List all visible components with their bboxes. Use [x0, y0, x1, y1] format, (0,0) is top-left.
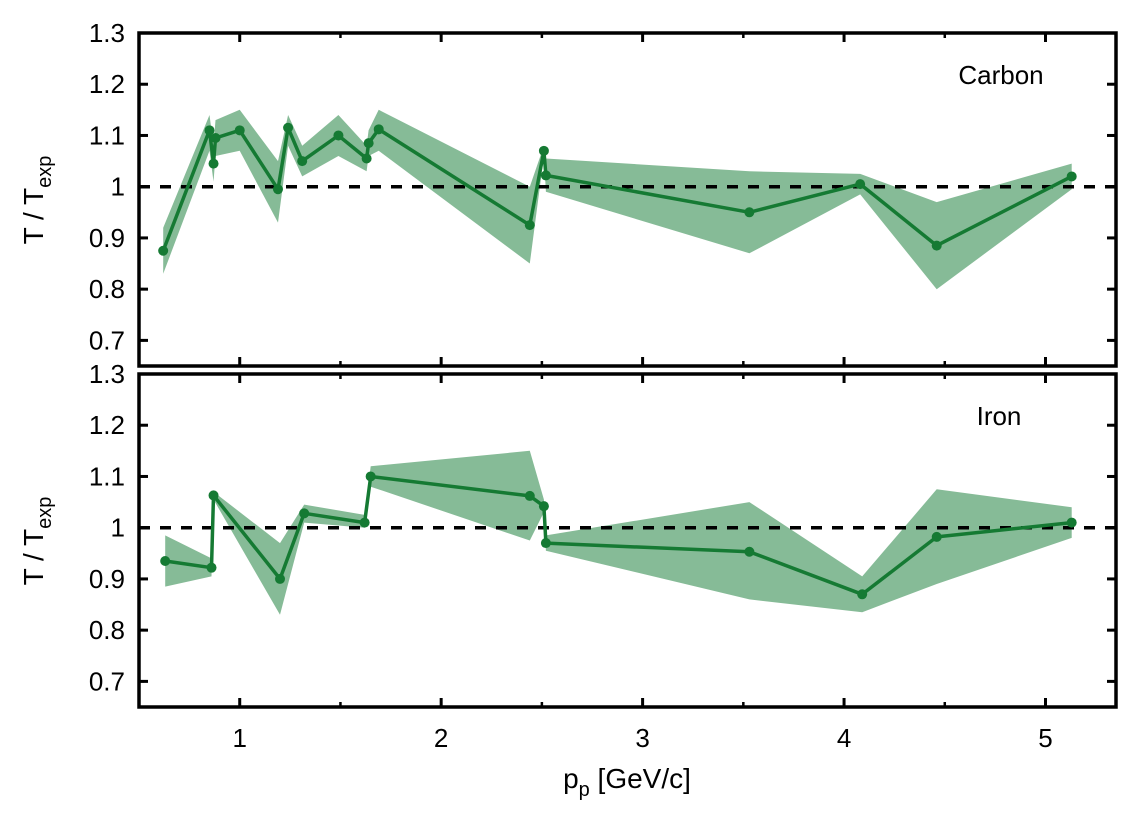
data-point: [204, 125, 215, 136]
data-point: [297, 156, 308, 167]
data-point: [1066, 517, 1077, 528]
data-point: [208, 490, 219, 501]
data-point: [855, 179, 866, 190]
panel-label: Carbon: [958, 60, 1043, 90]
data-point: [931, 240, 942, 251]
plot-frame: [137, 31, 1118, 368]
data-point: [210, 133, 221, 144]
data-point: [363, 138, 374, 149]
data-point: [744, 546, 755, 557]
y-tick-label: 1.1: [89, 120, 125, 150]
data-point: [540, 170, 551, 181]
data-point: [275, 573, 286, 584]
y-tick-label: 0.9: [89, 564, 125, 594]
x-tick-label: 4: [837, 723, 851, 753]
y-tick-label: 1.2: [89, 410, 125, 440]
y-tick-label: 1.3: [89, 18, 125, 48]
y-tick-label: 0.7: [89, 666, 125, 696]
y-tick-label: 0.8: [89, 274, 125, 304]
data-point: [333, 130, 344, 141]
data-point: [283, 122, 294, 133]
data-point: [538, 145, 549, 156]
y-tick-label: 1.3: [89, 359, 125, 389]
data-point: [524, 490, 535, 501]
y-tick-label: 1: [111, 172, 125, 202]
data-point: [359, 517, 370, 528]
y-tick-label: 0.8: [89, 615, 125, 645]
data-point: [272, 184, 283, 195]
data-point: [160, 555, 171, 566]
iron-panel: 0.7 0.8 0.9 1 1.1 1.2 1.3 1 2 3 4 5 Iron: [89, 359, 1118, 753]
data-point: [158, 245, 169, 256]
series-line: [164, 474, 1072, 597]
y-tick-label: 0.9: [89, 223, 125, 253]
data-point: [373, 124, 384, 135]
x-tick-label: 2: [434, 723, 448, 753]
data-point: [538, 501, 549, 512]
x-tick-label: 5: [1038, 723, 1052, 753]
data-point: [299, 508, 310, 519]
panel-label: Iron: [977, 401, 1022, 431]
y-tick-label: 1.1: [89, 461, 125, 491]
uncertainty-band: [163, 109, 1072, 290]
uncertainty-band: [165, 450, 1072, 615]
y-axis-title-main: T / T: [18, 529, 49, 586]
data-point: [1066, 171, 1077, 182]
y-tick-label: 1: [111, 513, 125, 543]
data-point: [931, 531, 942, 542]
x-axis-title-main: p: [563, 763, 579, 794]
data-point: [857, 589, 868, 600]
data-point: [365, 471, 376, 482]
data-point: [234, 125, 245, 136]
plot-frame: [137, 372, 1118, 709]
x-axis-title-rest: [GeV/c]: [590, 763, 691, 794]
y-axis-title-carbon: T / Texp: [18, 156, 56, 245]
y-tick-label: 1.2: [89, 69, 125, 99]
x-axis-title-sub: p: [579, 779, 590, 801]
y-axis-title-sub: exp: [34, 497, 56, 529]
x-tick-label: 3: [635, 723, 649, 753]
data-point: [524, 220, 535, 231]
data-point: [206, 562, 217, 573]
data-point: [361, 153, 372, 164]
y-axis-title-iron: T / Texp: [18, 497, 56, 586]
y-tick-label: 0.7: [89, 325, 125, 355]
y-axis-title-main: T / T: [18, 188, 49, 245]
data-point: [540, 538, 551, 549]
y-axis-title-sub: exp: [34, 156, 56, 188]
x-axis-title: pp [GeV/c]: [563, 763, 691, 801]
data-point: [744, 207, 755, 218]
carbon-panel: 0.7 0.8 0.9 1 1.1 1.2 1.3 Carbon: [89, 18, 1118, 368]
x-tick-label: 1: [232, 723, 246, 753]
data-point: [208, 158, 219, 169]
